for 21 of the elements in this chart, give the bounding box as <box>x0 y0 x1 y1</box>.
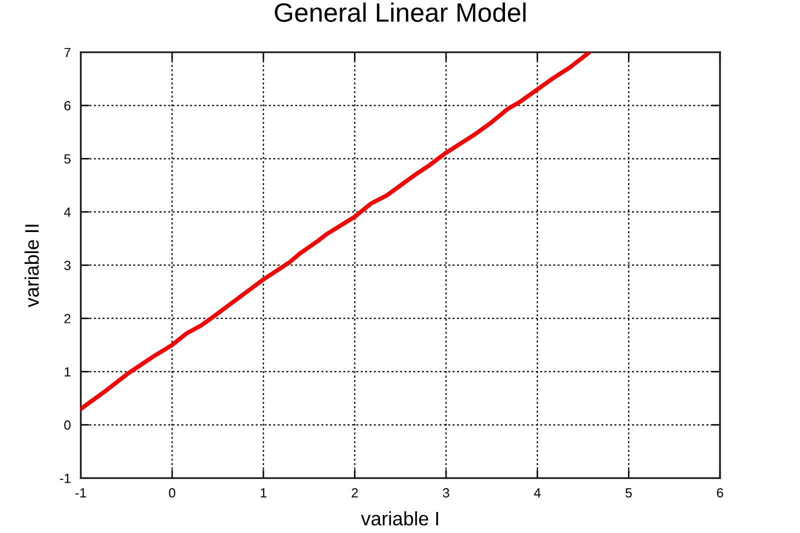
y-tick-label: 4 <box>64 208 71 217</box>
y-tick-label: 3 <box>64 260 70 270</box>
line-series <box>80 52 592 411</box>
x-tick-label: 6 <box>717 488 724 498</box>
y-tick-label: -1 <box>60 474 70 483</box>
x-tick-label: 3 <box>442 488 450 498</box>
y-tick-label: 7 <box>64 48 70 58</box>
y-tick-label: 2 <box>64 314 70 324</box>
x-tick-label: 1 <box>260 488 266 498</box>
x-tick-label: 4 <box>534 488 541 498</box>
x-axis-title: variable I <box>361 511 438 526</box>
x-tick-label: -1 <box>76 488 86 498</box>
chart-title: General Linear Model <box>274 2 526 22</box>
x-tick-label: 2 <box>352 488 358 498</box>
x-tick-label: 5 <box>626 488 632 498</box>
y-tick-label: 1 <box>64 367 70 376</box>
x-tick-label: 0 <box>168 488 176 498</box>
y-tick-label: 6 <box>64 101 70 110</box>
y-axis-title: variable II <box>24 224 39 308</box>
y-tick-label: 0 <box>64 420 71 430</box>
y-tick-label: 5 <box>64 154 71 164</box>
